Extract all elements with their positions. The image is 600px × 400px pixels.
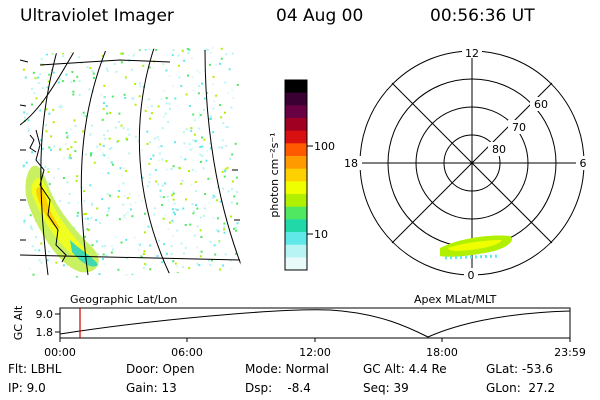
glon-status: GLon: 27.2	[486, 381, 556, 395]
colorbar-segment	[285, 232, 307, 246]
timeline-ytick-9: 9.0	[36, 308, 54, 321]
mlt-label-0: 0	[468, 269, 475, 282]
colorbar-tick-10: 10	[314, 228, 328, 241]
timeline-ylabel: GC Alt	[12, 305, 25, 340]
altitude-curve	[59, 309, 571, 338]
timeline-xtick-1200: 12:00	[299, 346, 331, 359]
timeline-xtick-0600: 06:00	[171, 346, 203, 359]
colorbar-segment	[285, 92, 307, 106]
app-title: Ultraviolet Imager	[20, 6, 174, 26]
door-status: Door: Open	[126, 362, 195, 376]
colorbar-segment	[285, 143, 307, 157]
colorbar-segment	[285, 206, 307, 220]
mode-status: Mode: Normal	[245, 362, 329, 376]
timeline-xtick-2359: 23:59	[554, 346, 586, 359]
seq-status: Seq: 39	[363, 381, 409, 395]
colorbar-segment	[285, 244, 307, 258]
observation-time: 00:56:36 UT	[430, 6, 535, 26]
polar-plot: 12 18 6 0 60 70 80	[340, 45, 590, 282]
mlt-label-6: 6	[580, 157, 587, 170]
gain-status: Gain: 13	[126, 381, 177, 395]
gc-alt-status: GC Alt: 4.4 Re	[363, 362, 447, 376]
geo-edge-ticks	[19, 59, 29, 241]
geo-panel-label: Geographic Lat/Lon	[70, 293, 177, 306]
ip-status: IP: 9.0	[8, 381, 46, 395]
colorbar-label: photon cm⁻²s⁻¹	[268, 132, 281, 217]
colorbar-segment	[285, 181, 307, 195]
mlat-label-70: 70	[512, 121, 526, 134]
colorbar-segment	[285, 130, 307, 144]
timeline-xtick-0000: 00:00	[44, 346, 76, 359]
dsp-status: Dsp: -8.4	[245, 381, 311, 395]
timeline-xtick-1800: 18:00	[426, 346, 458, 359]
altitude-timeline: 9.0 1.8 GC Alt 00:00 06:00 12:00 18:00 2…	[12, 305, 586, 359]
noise-speckle	[22, 45, 239, 279]
colorbar-segment	[285, 105, 307, 119]
coastline	[35, 129, 67, 263]
mlt-label-18: 18	[344, 157, 358, 170]
filter-status: Flt: LBHL	[8, 362, 62, 376]
colorbar: 100 10 photon cm⁻²s⁻¹	[268, 79, 335, 271]
timeline-ytick-1.8: 1.8	[36, 326, 54, 339]
polar-panel-label: Apex MLat/MLT	[414, 293, 497, 306]
mlt-label-12: 12	[465, 47, 479, 60]
colorbar-segment	[285, 168, 307, 182]
geo-grid	[20, 45, 244, 276]
mlat-label-60: 60	[534, 98, 548, 111]
colorbar-segment	[285, 219, 307, 233]
geographic-image	[20, 45, 244, 279]
colorbar-segment	[285, 156, 307, 170]
colorbar-tick-100: 100	[314, 140, 335, 153]
colorbar-segment	[285, 257, 307, 271]
mlat-label-80: 80	[492, 143, 506, 156]
colorbar-segment	[285, 80, 307, 94]
colorbar-segment	[285, 194, 307, 208]
observation-date: 04 Aug 00	[276, 6, 364, 26]
glat-status: GLat: -53.6	[486, 362, 553, 376]
colorbar-segment	[285, 118, 307, 132]
